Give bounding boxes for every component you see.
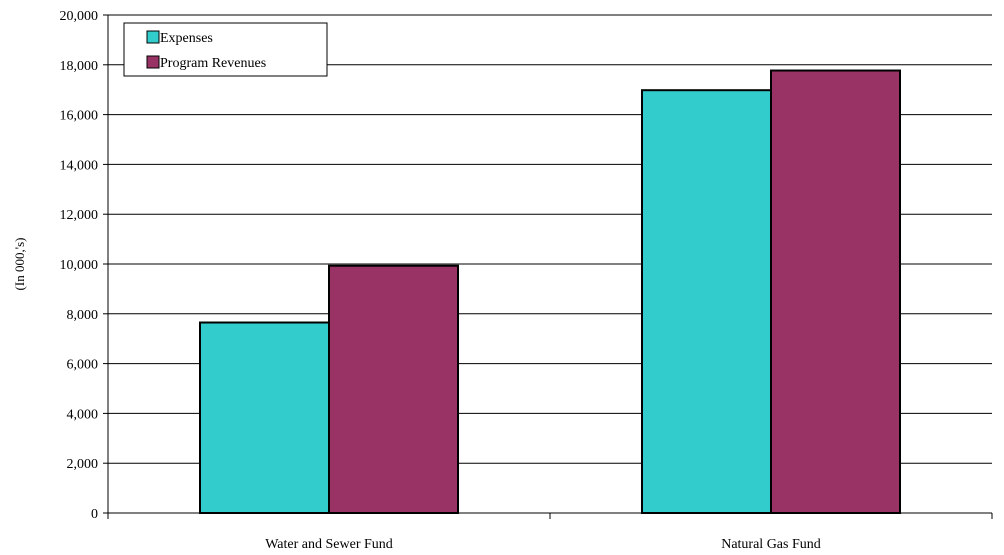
y-axis-ticks: 0 2,000 4,000 6,000 8,000 10,000 12,000 14,000 1… (60, 9, 108, 522)
y-axis-label: (In 000,'s) (12, 238, 27, 291)
legend-label: Program Revenues (160, 56, 266, 71)
y-tick-label: 20,000 (60, 9, 99, 24)
bars (199, 69, 901, 515)
x-tick-label: Natural Gas Fund (721, 537, 821, 552)
y-tick-label: 2,000 (67, 457, 99, 472)
bar-program-revenues (770, 69, 901, 514)
legend-swatch (146, 55, 160, 69)
y-tick-label: 10,000 (60, 258, 99, 273)
y-tick-label: 4,000 (67, 407, 99, 422)
bar-expenses (641, 89, 772, 514)
y-tick-label: 18,000 (60, 59, 99, 74)
x-axis-category-labels: Water and Sewer Fund Natural Gas Fund (265, 537, 821, 552)
bar-program-revenues (328, 264, 459, 515)
y-tick-label: 14,000 (60, 158, 99, 173)
y-tick-label: 12,000 (60, 208, 99, 223)
legend: Expenses Program Revenues (123, 22, 328, 77)
x-tick-label: Water and Sewer Fund (265, 537, 393, 552)
legend-label: Expenses (160, 31, 213, 46)
y-tick-label: 8,000 (67, 308, 99, 323)
y-tick-label: 0 (91, 507, 98, 522)
bar-expenses (199, 321, 330, 515)
legend-swatch (146, 30, 160, 44)
y-tick-label: 16,000 (60, 109, 99, 124)
y-tick-label: 6,000 (67, 358, 99, 373)
